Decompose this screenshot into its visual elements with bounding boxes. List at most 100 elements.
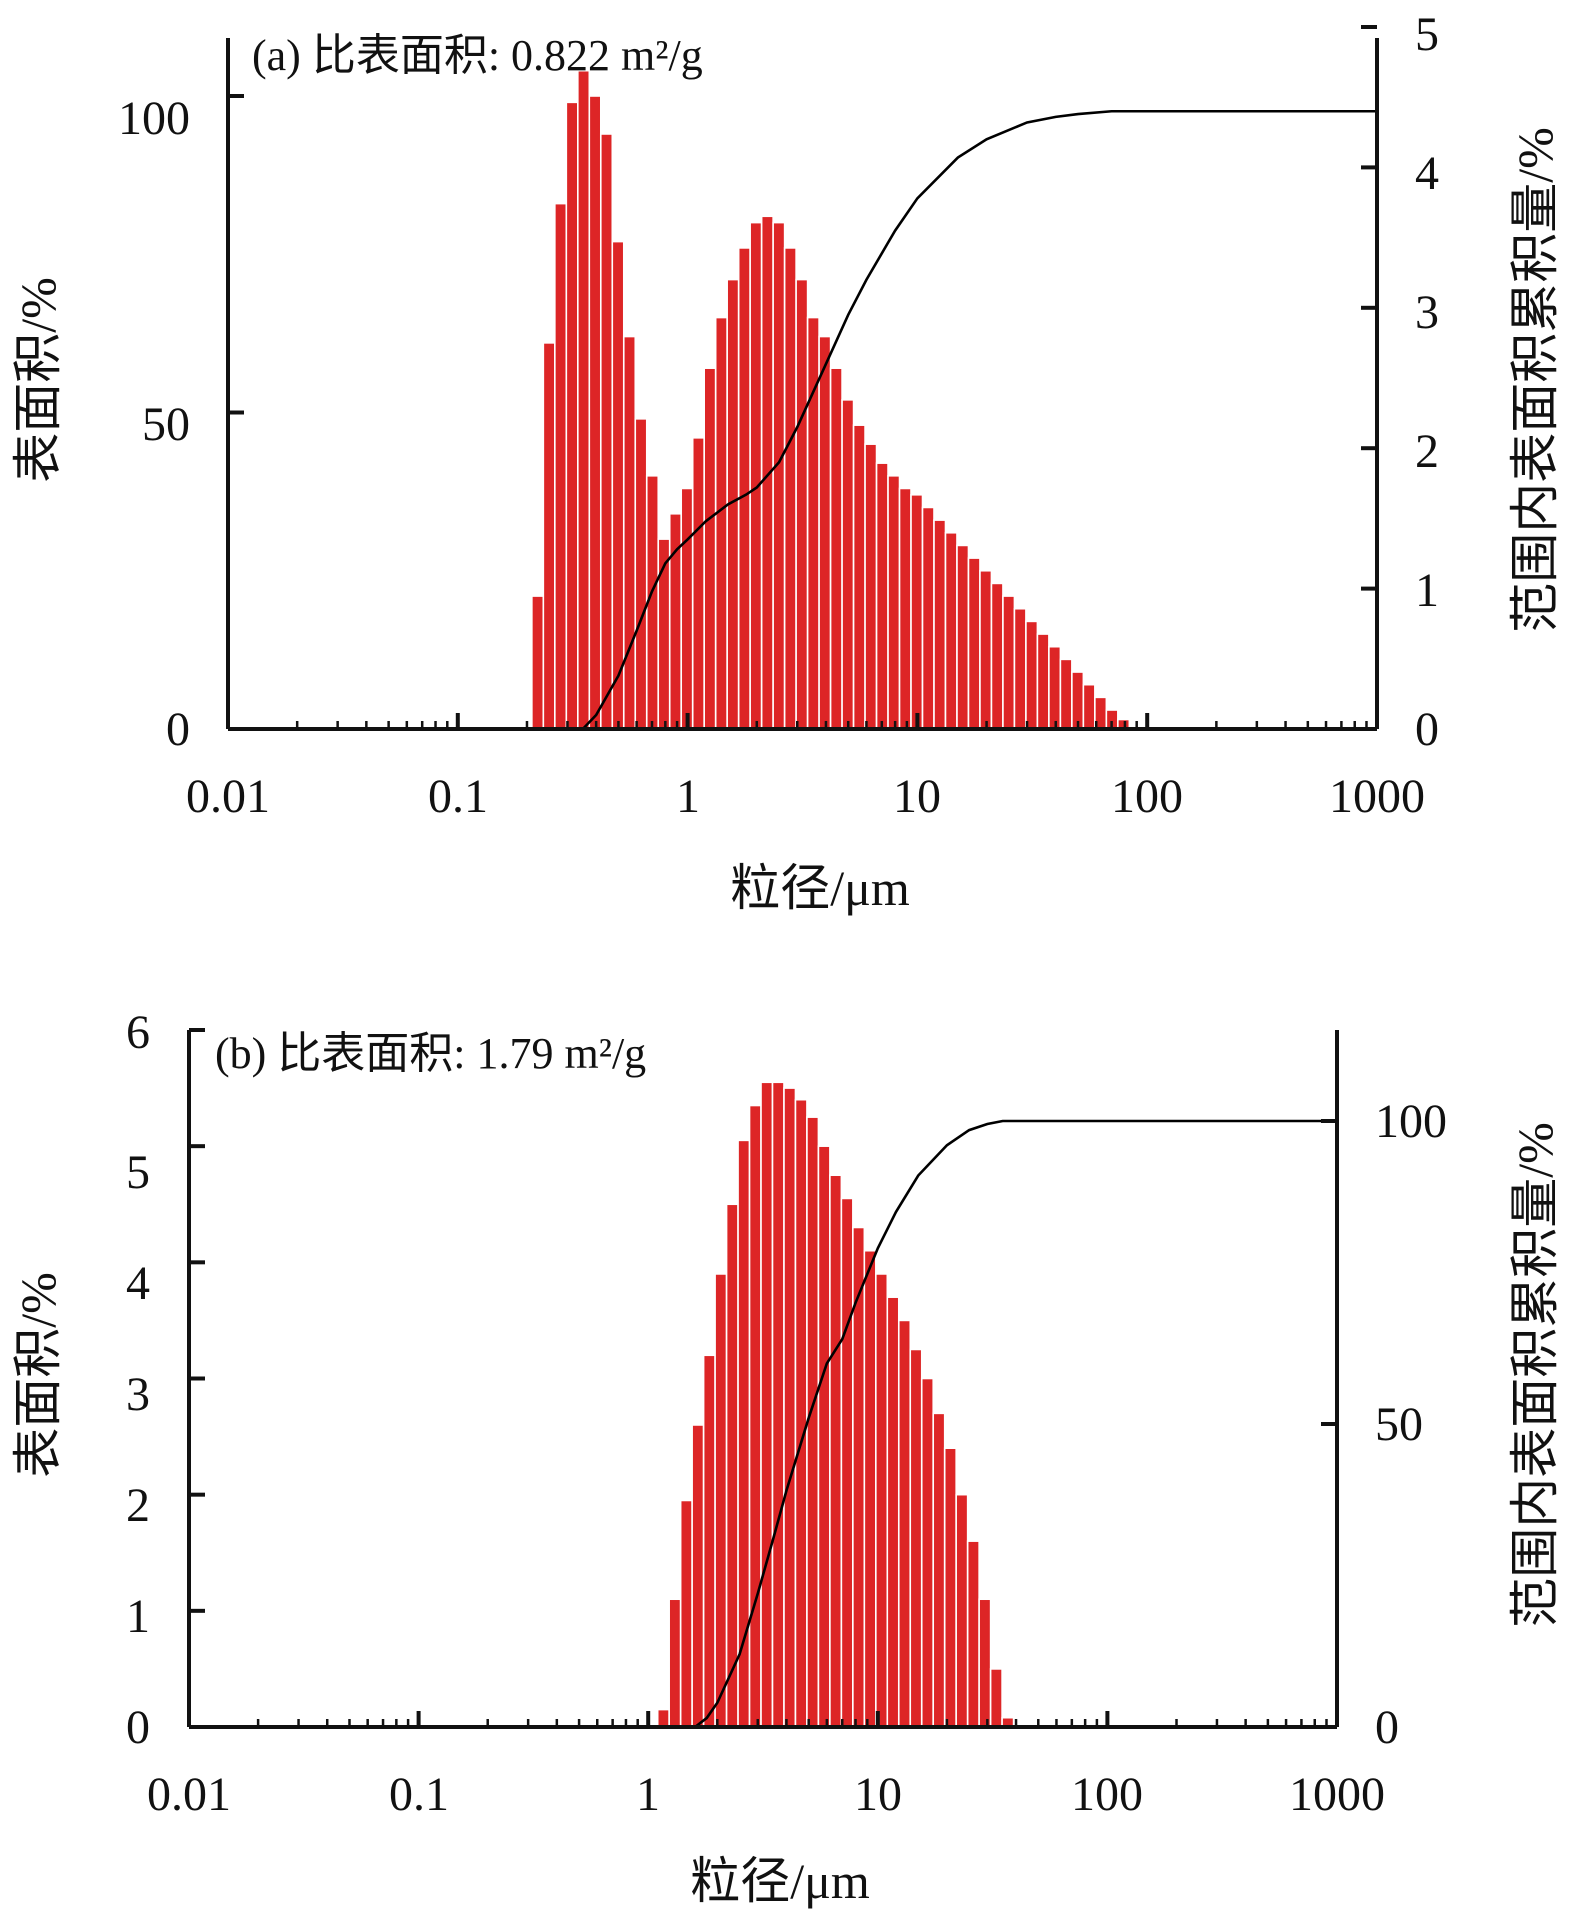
panel-a-bar <box>783 247 797 730</box>
panel-b-y-right-tick-label: 100 <box>1375 1095 1447 1148</box>
panel-a-bar <box>542 342 556 730</box>
panel-b-x-ticks <box>187 1711 1339 1727</box>
panel-b-y-left-axis-title: 表面积/% <box>10 1272 66 1478</box>
panel-a-y-right-axis-title: 范围内表面积累积量/% <box>1507 127 1563 633</box>
panel-a-y-left-tick-label: 50 <box>142 398 190 451</box>
panel-b-y-ticks <box>189 1028 1337 1729</box>
panel-a-x-tick-label: 1000 <box>1329 770 1425 823</box>
panel-b-bar <box>875 1273 889 1728</box>
panel-b-y-right-tick-label: 50 <box>1375 1398 1423 1451</box>
panel-a-bar <box>634 418 648 730</box>
panel-b-bar <box>920 1377 935 1728</box>
panel-a-bars <box>531 69 1131 730</box>
panel-a-bar <box>841 399 855 730</box>
panel-b-y-left-tick-label: 3 <box>126 1368 150 1421</box>
panel-a-bar <box>967 557 981 730</box>
panel-a-y-left-axis-title: 表面积/% <box>10 277 66 483</box>
panel-b-y-left-tick-label: 2 <box>126 1479 150 1532</box>
panel-b-bar <box>932 1412 946 1728</box>
panel-a-bar <box>852 424 866 730</box>
panel-a-bar <box>714 316 728 730</box>
panel-a-title: (a) 比表面积: 0.822 m²/g <box>252 31 703 80</box>
panel-a-y-right-tick-label: 2 <box>1415 425 1439 478</box>
panel-a-y-right-tick-label: 0 <box>1415 703 1439 756</box>
panel-a-bar <box>599 133 614 730</box>
panel-b-x-axis-title: 粒径/μm <box>690 1853 870 1909</box>
panel-a-bar <box>1036 633 1050 730</box>
panel-a-bar <box>921 506 935 730</box>
panel-b-bar <box>817 1145 831 1728</box>
panel-a-bar <box>772 221 786 730</box>
panel-a-bar <box>910 493 924 730</box>
panel-a-bar <box>611 240 625 730</box>
panel-b-bar <box>829 1174 843 1728</box>
panel-b-y-right-axis-title: 范围内表面积累积量/% <box>1507 1122 1563 1628</box>
panel-a-bar <box>1059 658 1073 730</box>
panel-b-bar <box>668 1598 682 1728</box>
panel-a-bar <box>588 95 602 730</box>
panel-a-bar <box>898 487 912 730</box>
panel-b-bar <box>691 1424 705 1728</box>
panel-b: 0.01 0.1 1 10 100 1000 0 1 2 3 4 5 6 0 5… <box>10 1006 1563 1909</box>
panel-a-bar <box>1082 683 1096 730</box>
panel-b-bar <box>955 1493 969 1728</box>
panel-a-bar <box>749 221 763 730</box>
panel-b-y-left-tick-labels: 0 1 2 3 4 5 6 <box>126 1006 150 1754</box>
panel-b-bar <box>966 1540 980 1728</box>
panel-a-bar <box>944 531 958 730</box>
panel-b-bar <box>978 1598 992 1728</box>
panel-a-x-tick-label: 0.01 <box>186 770 270 823</box>
panel-a-bar <box>703 367 717 730</box>
panel-b-bar <box>886 1296 900 1728</box>
panel-b-bar <box>748 1104 762 1728</box>
panel-a-bar <box>875 462 889 730</box>
panel-b-x-tick-labels: 0.01 0.1 1 10 100 1000 <box>147 1768 1385 1821</box>
panel-b-bar <box>783 1087 797 1728</box>
panel-a-bar <box>933 519 947 730</box>
panel-a-y-right-tick-labels: 0 1 2 3 4 5 <box>1415 8 1439 756</box>
panel-a-bar <box>864 443 878 730</box>
panel-b-x-tick-label: 10 <box>854 1768 902 1821</box>
panel-b-bars <box>656 1081 1015 1728</box>
panel-b-bar <box>725 1203 739 1728</box>
panel-b-bar <box>943 1447 957 1728</box>
panel-a-bar <box>531 595 545 730</box>
panel-a-y-right-tick-label: 4 <box>1415 147 1439 200</box>
panel-b-bar <box>679 1499 693 1728</box>
panel-a-bar <box>1002 595 1016 730</box>
panel-b-x-tick-label: 1000 <box>1289 1768 1385 1821</box>
panel-a-y-left-tick-label: 0 <box>166 703 190 756</box>
panel-b-y-right-tick-label: 0 <box>1375 1701 1399 1754</box>
panel-a-y-right-tick-label: 1 <box>1415 564 1439 617</box>
panel-b-x-tick-label: 100 <box>1071 1768 1143 1821</box>
panel-a-bar <box>565 101 579 730</box>
panel-b-title: (b) 比表面积: 1.79 m²/g <box>215 1029 646 1078</box>
panel-b-bar <box>794 1098 808 1728</box>
panel-a-x-ticks <box>226 713 1379 729</box>
panel-b-x-tick-label: 1 <box>636 1768 660 1821</box>
panel-a-y-left-tick-label: 100 <box>118 92 190 145</box>
panel-a-x-tick-label: 10 <box>893 770 941 823</box>
panel-a-bar <box>990 582 1004 730</box>
panel-b-bar <box>760 1081 774 1728</box>
panel-b-cumulative-curve <box>694 1119 1337 1729</box>
panel-b-bar <box>897 1319 912 1728</box>
panel-b-y-left-tick-label: 0 <box>126 1701 150 1754</box>
panel-a-bar <box>887 474 901 730</box>
panel-a-y-ticks <box>228 25 1377 731</box>
panel-a-y-left-tick-labels: 0 50 100 <box>118 92 190 756</box>
panel-a-axes <box>226 38 1379 731</box>
panel-a-bar <box>554 202 568 730</box>
panel-a-bar <box>1048 645 1062 730</box>
panel-a-bar <box>795 278 809 730</box>
panel-b-y-left-tick-label: 1 <box>126 1590 150 1643</box>
panel-a-y-right-tick-label: 3 <box>1415 286 1439 339</box>
panel-b-bar <box>656 1708 670 1728</box>
panel-a: 0.01 0.1 1 10 100 1000 0 50 100 0 1 2 3 … <box>10 8 1563 916</box>
panel-b-y-right-tick-labels: 0 50 100 <box>1375 1095 1447 1754</box>
panel-a-bar <box>829 367 843 730</box>
panel-b-y-left-tick-label: 5 <box>126 1146 150 1199</box>
panel-a-cumulative-curve <box>581 109 1377 730</box>
